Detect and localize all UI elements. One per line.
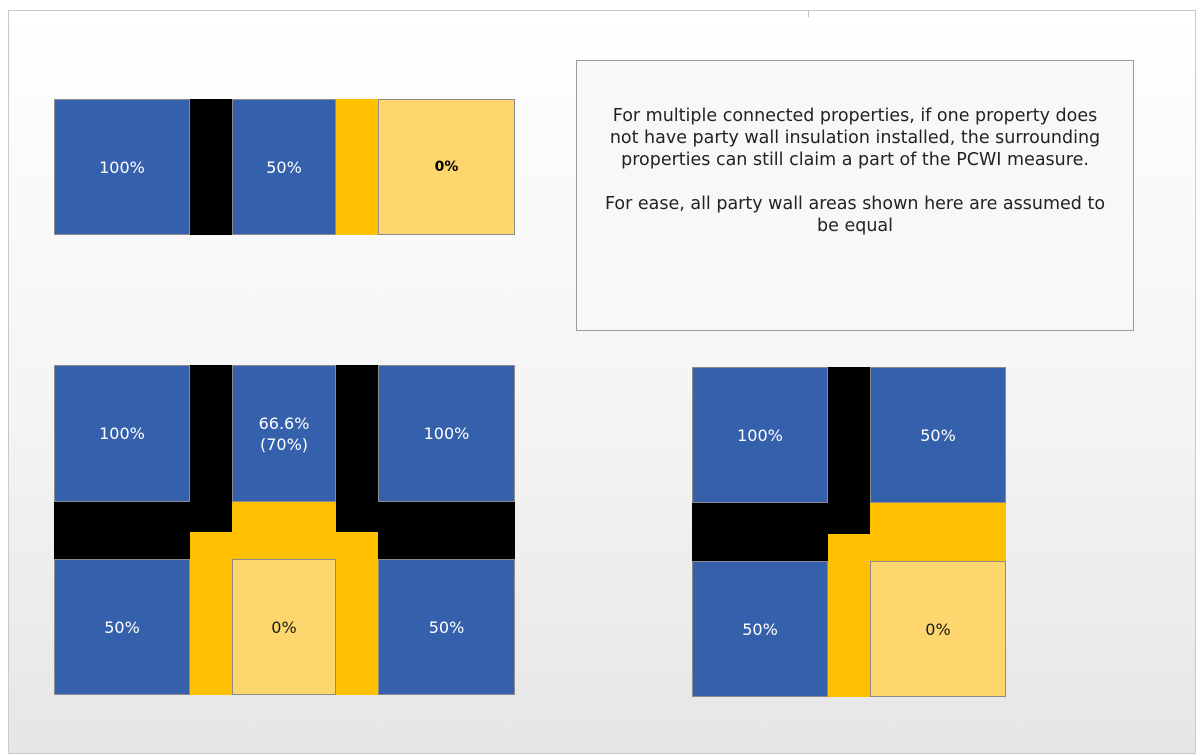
party-wall-uninsulated (336, 99, 378, 235)
party-wall-insulated (190, 365, 232, 532)
note-paragraph-1: For multiple connected properties, if on… (609, 106, 1101, 170)
grid-four-bottom-left: 50% (692, 561, 828, 697)
party-wall-uninsulated (190, 532, 232, 695)
party-wall-uninsulated (870, 503, 1006, 561)
party-wall-uninsulated (232, 502, 336, 559)
terrace-property-3: 0% (378, 99, 515, 235)
grid-six-bottom-middle: 0% (232, 559, 336, 695)
explanation-note: For multiple connected properties, if on… (576, 60, 1134, 331)
grid-four-top-right: 50% (870, 367, 1006, 503)
party-wall-insulated (692, 503, 828, 561)
grid-six-top-left: 100% (54, 365, 190, 502)
party-wall-insulated (190, 99, 232, 235)
grid-six-bottom-right: 50% (378, 559, 515, 695)
terrace-property-1: 100% (54, 99, 190, 235)
party-wall-uninsulated (828, 534, 870, 697)
party-wall-insulated (378, 502, 515, 559)
grid-six-bottom-left: 50% (54, 559, 190, 695)
grid-six-top-middle: 66.6% (70%) (232, 365, 336, 502)
grid-four-top-left: 100% (692, 367, 828, 503)
grid-four-bottom-right: 0% (870, 561, 1006, 697)
terrace-property-2: 50% (232, 99, 336, 235)
note-paragraph-2: For ease, all party wall areas shown her… (604, 194, 1106, 236)
party-wall-insulated (54, 502, 190, 559)
party-wall-insulated (336, 365, 378, 532)
party-wall-insulated (828, 367, 870, 534)
divider-tick (808, 11, 809, 17)
party-wall-uninsulated (336, 532, 378, 695)
grid-six-top-right: 100% (378, 365, 515, 502)
